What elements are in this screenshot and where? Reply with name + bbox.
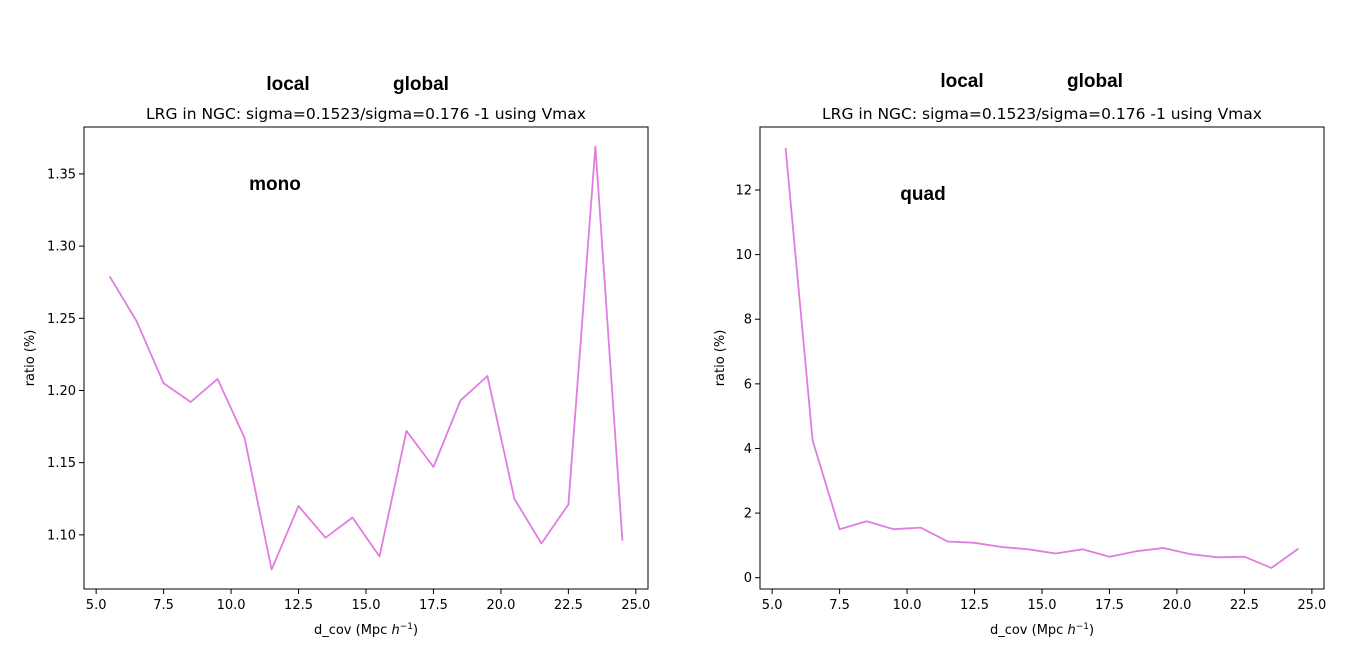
x-tick-label: 5.0 bbox=[86, 598, 107, 613]
y-axis-label: ratio (%) bbox=[23, 330, 38, 387]
x-tick-label: 7.5 bbox=[829, 598, 850, 613]
x-tick-label: 7.5 bbox=[153, 598, 174, 613]
x-tick-label: 17.5 bbox=[1095, 598, 1124, 613]
x-tick-label: 22.5 bbox=[554, 598, 583, 613]
y-tick-label: 12 bbox=[735, 184, 752, 199]
x-tick-label: 12.5 bbox=[284, 598, 313, 613]
annotation-local: local bbox=[940, 71, 983, 92]
annotation-quad: quad bbox=[900, 184, 945, 205]
axes-frame bbox=[759, 126, 1325, 590]
x-tick-label: 15.0 bbox=[1028, 598, 1057, 613]
x-tick-label: 17.5 bbox=[419, 598, 448, 613]
series-line bbox=[784, 147, 1299, 569]
x-tick-label: 25.0 bbox=[1297, 598, 1326, 613]
x-tick-label: 5.0 bbox=[762, 598, 783, 613]
y-tick-label: 4 bbox=[744, 442, 752, 457]
y-tick-label: 6 bbox=[744, 377, 752, 392]
x-tick-label: 20.0 bbox=[486, 598, 515, 613]
annotation-global: global bbox=[393, 74, 449, 95]
y-tick-label: 1.20 bbox=[47, 384, 76, 399]
x-axis-label: d_cov (Mpc h−1) bbox=[314, 622, 418, 638]
y-tick-label: 8 bbox=[744, 313, 752, 328]
annotation-local: local bbox=[266, 74, 309, 95]
y-tick-label: 1.15 bbox=[47, 456, 76, 471]
x-tick-label: 25.0 bbox=[621, 598, 650, 613]
x-axis-label: d_cov (Mpc h−1) bbox=[990, 622, 1094, 638]
chart-quad: local global LRG in NGC: sigma=0.1523/si… bbox=[713, 71, 1326, 638]
y-tick-label: 1.10 bbox=[47, 528, 76, 543]
axes-frame bbox=[83, 126, 649, 590]
x-tick-label: 10.0 bbox=[893, 598, 922, 613]
y-tick-label: 1.30 bbox=[47, 240, 76, 255]
chart-title: LRG in NGC: sigma=0.1523/sigma=0.176 -1 … bbox=[146, 105, 586, 123]
chart-mono: local global LRG in NGC: sigma=0.1523/si… bbox=[23, 74, 650, 638]
x-tick-label: 15.0 bbox=[352, 598, 381, 613]
plot-area: 5.0 7.5 10.0 12.5 15.0 17.5 20.0 22.5 25.0 0 2 4 6 8 1… bbox=[735, 126, 1326, 613]
annotation-mono: mono bbox=[249, 174, 301, 195]
y-tick-label: 1.35 bbox=[47, 167, 76, 182]
y-tick-label: 10 bbox=[735, 248, 752, 263]
y-tick-label: 2 bbox=[744, 507, 752, 522]
chart-title: LRG in NGC: sigma=0.1523/sigma=0.176 -1 … bbox=[822, 105, 1262, 123]
series-line bbox=[108, 145, 624, 571]
y-tick-label: 0 bbox=[744, 571, 752, 586]
y-axis-label: ratio (%) bbox=[713, 330, 728, 387]
x-tick-label: 12.5 bbox=[960, 598, 989, 613]
y-tick-label: 1.25 bbox=[47, 312, 76, 327]
plot-area: 5.0 7.5 10.0 12.5 15.0 17.5 20.0 22.5 25.0 1.10 1.… bbox=[47, 126, 650, 613]
annotation-global: global bbox=[1067, 71, 1123, 92]
x-tick-label: 20.0 bbox=[1162, 598, 1191, 613]
x-tick-label: 10.0 bbox=[217, 598, 246, 613]
x-tick-label: 22.5 bbox=[1230, 598, 1259, 613]
